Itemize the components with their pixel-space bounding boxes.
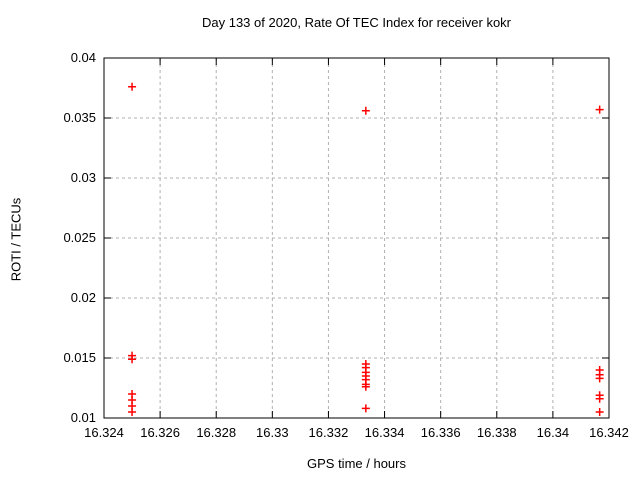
y-tick-label: 0.01 xyxy=(71,410,96,425)
x-tick-label: 16.342 xyxy=(589,425,629,440)
y-tick-label: 0.035 xyxy=(63,110,96,125)
x-tick-label: 16.33 xyxy=(256,425,289,440)
x-tick-label: 16.334 xyxy=(365,425,405,440)
data-point-marker xyxy=(595,374,604,383)
data-point-marker xyxy=(595,105,604,114)
data-point-marker xyxy=(361,382,370,391)
y-tick-label: 0.025 xyxy=(63,230,96,245)
x-tick-label: 16.326 xyxy=(140,425,180,440)
data-point-marker xyxy=(128,355,137,364)
x-tick-label: 16.328 xyxy=(196,425,236,440)
y-tick-label: 0.015 xyxy=(63,350,96,365)
data-point-marker xyxy=(595,408,604,416)
y-tick-label: 0.03 xyxy=(71,170,96,185)
x-tick-label: 16.324 xyxy=(84,425,124,440)
x-tick-label: 16.338 xyxy=(477,425,517,440)
data-point-marker xyxy=(361,404,370,413)
x-tick-label: 16.332 xyxy=(309,425,349,440)
chart-title: Day 133 of 2020, Rate Of TEC Index for r… xyxy=(201,15,512,30)
x-tick-label: 16.336 xyxy=(421,425,461,440)
data-point-marker xyxy=(128,408,137,416)
y-tick-label: 0.02 xyxy=(71,290,96,305)
y-tick-label: 0.04 xyxy=(71,50,96,65)
data-point-marker xyxy=(361,106,370,115)
data-point-marker xyxy=(128,82,137,91)
data-point-marker xyxy=(595,394,604,403)
x-tick-label: 16.34 xyxy=(537,425,570,440)
x-axis-label: GPS time / hours xyxy=(307,456,406,471)
